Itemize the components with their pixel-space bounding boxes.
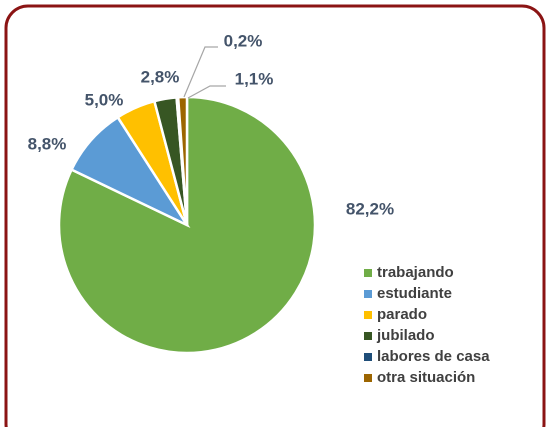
legend-swatch — [364, 311, 372, 319]
pie-slice — [176, 95, 189, 226]
legend-label: otra situación — [377, 369, 475, 386]
legend-label: labores de casa — [377, 348, 490, 365]
data-label: 82,2% — [346, 199, 394, 218]
legend-swatch — [364, 374, 372, 382]
pie — [57, 95, 317, 355]
data-label: 1,1% — [235, 69, 274, 88]
leader-line — [187, 85, 226, 99]
legend-label: jubilado — [376, 327, 435, 344]
legend-swatch — [364, 332, 372, 340]
legend-label: estudiante — [377, 285, 452, 302]
legend-label: trabajando — [377, 264, 454, 281]
legend-swatch — [364, 353, 372, 361]
data-label: 2,8% — [141, 67, 180, 86]
data-label: 8,8% — [28, 134, 67, 153]
data-label: 0,2% — [224, 31, 263, 50]
legend-swatch — [364, 290, 372, 298]
leader-line — [183, 46, 218, 98]
legend: trabajando estudiante parado jubilado labore… — [364, 264, 490, 386]
legend-swatch — [364, 269, 372, 277]
data-label: 5,0% — [85, 90, 124, 109]
data-labels: 82,2% 8,8% 5,0% 2,8% 0,2% 1,1% — [28, 31, 394, 218]
legend-label: parado — [377, 306, 427, 323]
